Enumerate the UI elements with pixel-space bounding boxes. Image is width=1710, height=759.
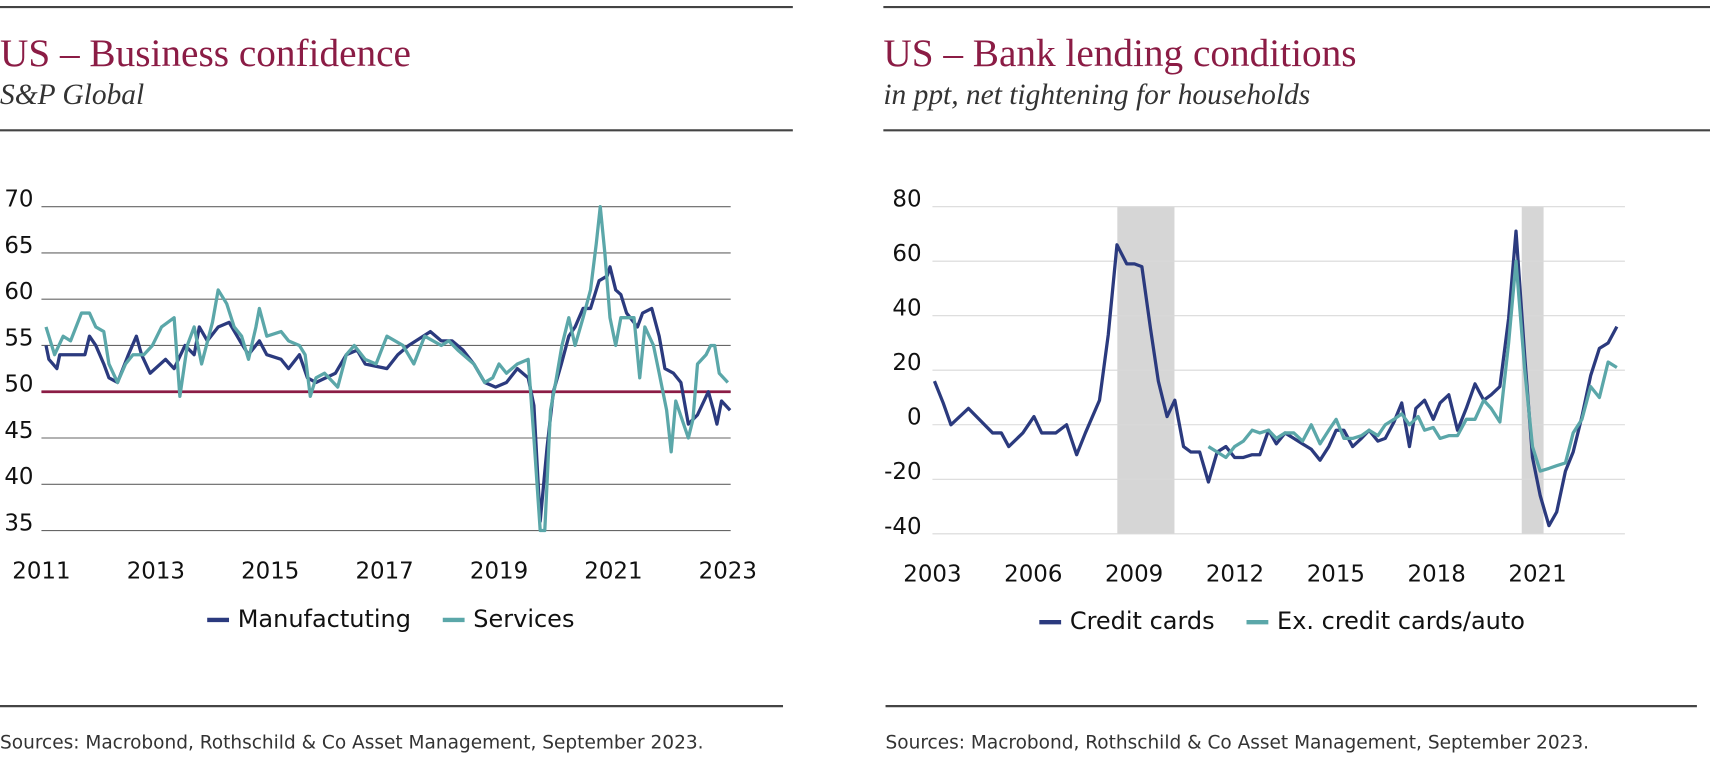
y-tick-label: 45 [4,418,33,444]
source-note: Sources: Macrobond, Rothschild & Co Asse… [0,733,704,754]
y-tick-label: 80 [892,187,921,213]
y-tick-label: 40 [4,464,33,490]
chart-title: US – Bank lending conditions [883,32,1356,75]
source-note: Sources: Macrobond, Rothschild & Co Asse… [886,733,1590,754]
y-tick-label: 40 [892,296,921,322]
y-tick-label: 65 [4,233,33,259]
chart-subtitle: in ppt, net tightening for households [883,79,1310,111]
x-tick-label: 2015 [1307,562,1365,588]
y-tick-label: 35 [4,510,33,536]
legend-label: Manufactuting [238,605,411,633]
x-tick-label: 2011 [12,558,70,584]
x-tick-label: 2013 [127,558,185,584]
data-line [1207,259,1618,473]
legend-label: Credit cards [1070,607,1215,635]
data-line [44,265,732,523]
chart-subtitle: S&P Global [0,79,144,111]
y-tick-label: 0 [907,405,922,431]
x-tick-label: 2003 [903,562,961,588]
x-tick-label: 2017 [355,558,413,584]
legend-label: Ex. credit cards/auto [1277,607,1525,635]
x-tick-label: 2021 [1508,562,1566,588]
y-tick-label: 55 [4,325,33,351]
x-tick-label: 2012 [1206,562,1264,588]
data-line [44,205,730,533]
y-tick-label: 70 [4,187,33,213]
y-tick-label: 50 [4,372,33,398]
y-tick-label: 60 [4,279,33,305]
data-line [932,229,1619,528]
x-tick-label: 2006 [1004,562,1062,588]
x-tick-label: 2021 [584,558,642,584]
y-tick-label: 20 [892,350,921,376]
x-tick-label: 2018 [1408,562,1466,588]
legend-label: Services [473,605,574,633]
y-tick-label: -20 [884,459,921,485]
x-tick-label: 2023 [699,558,757,584]
x-tick-label: 2019 [470,558,528,584]
x-tick-label: 2015 [241,558,299,584]
x-tick-label: 2009 [1105,562,1163,588]
chart-title: US – Business confidence [0,32,411,75]
y-tick-label: 60 [892,241,921,267]
y-tick-label: -40 [884,514,921,540]
